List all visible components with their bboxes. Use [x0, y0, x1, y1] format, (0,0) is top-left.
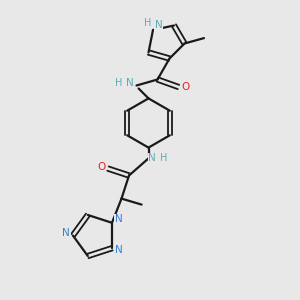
- Text: N: N: [62, 228, 70, 238]
- Text: N: N: [126, 78, 134, 88]
- Text: O: O: [181, 82, 189, 92]
- Text: N: N: [154, 20, 162, 30]
- Text: H: H: [115, 78, 122, 88]
- Text: O: O: [97, 162, 106, 172]
- Text: N: N: [115, 214, 122, 224]
- Text: H: H: [160, 153, 168, 164]
- Text: N: N: [115, 245, 122, 255]
- Text: N: N: [148, 153, 156, 164]
- Text: H: H: [144, 18, 151, 28]
